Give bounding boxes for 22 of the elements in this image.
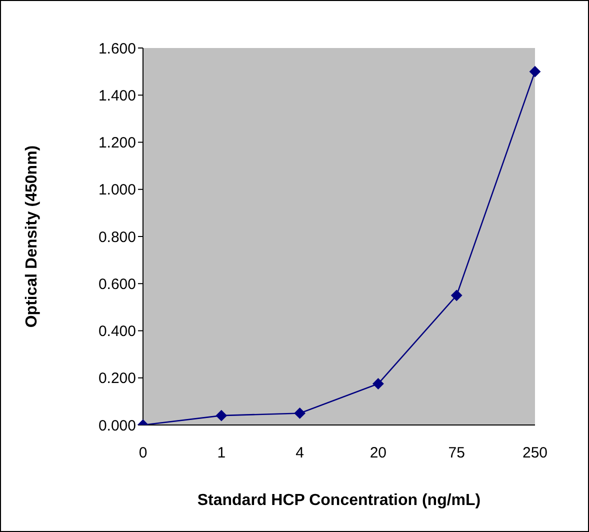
x-tick-label: 75 [448,444,465,462]
x-tick-label: 1 [217,444,226,462]
x-tick-label: 4 [296,444,304,462]
y-axis-title: Optical Density (450nm) [24,145,41,328]
point [530,66,540,78]
y-tick-label: 0.400 [98,323,136,340]
y-tick-label: 0.600 [98,276,136,293]
y-tick-label: 0.800 [98,228,136,246]
point [372,378,384,390]
point [294,408,306,419]
y-tick-label: 0.200 [98,370,136,388]
x-tick-label: 0 [138,444,148,462]
point [451,290,462,301]
y-tick-label: 0.000 [98,417,136,434]
y-tick-label: 1.200 [98,134,136,152]
x-tick-label: 20 [370,444,387,462]
x-axis-title: Standard HCP Concentration (ng/mL) [197,492,481,509]
x-tick-label: 250 [522,444,548,462]
y-tick-label: 1.600 [98,40,136,58]
y-tick-label: 1.000 [98,182,136,199]
y-tick-label: 1.400 [98,87,136,104]
point [216,410,227,422]
